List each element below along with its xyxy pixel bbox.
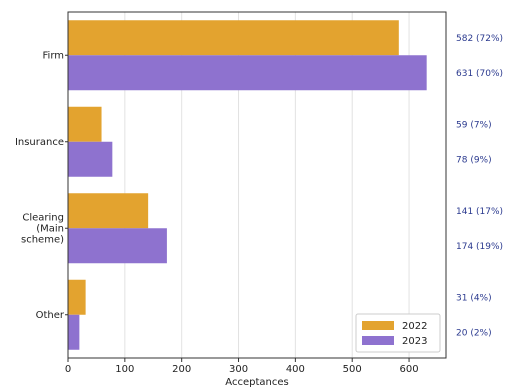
x-tick-label: 600	[400, 364, 419, 375]
bar-2023	[68, 141, 113, 177]
category-label: Clearing (Main scheme)	[21, 212, 64, 245]
bar-2022	[68, 106, 102, 142]
bar-value-label: 31 (4%)	[456, 293, 492, 303]
value-annotations: 582 (72%) 631 (70%) 59 (7%) 78 (9%) 141 (17%…	[456, 34, 503, 339]
legend-swatch	[362, 321, 394, 330]
x-axis-title: Acceptances	[225, 377, 288, 387]
bar-2022	[68, 193, 149, 229]
legend-label: 2022	[402, 321, 427, 332]
bars	[68, 20, 427, 350]
bar-value-label: 631 (70%)	[456, 69, 503, 79]
x-tick-label: 300	[229, 364, 248, 375]
bar-value-label: 59 (7%)	[456, 120, 492, 130]
bar-2022	[68, 279, 86, 315]
category-label: Firm	[43, 50, 64, 61]
category-label: Insurance	[15, 137, 64, 148]
bar-value-label: 20 (2%)	[456, 328, 492, 338]
y-axis: Firm Insurance Clearing (Main scheme) Other	[15, 50, 68, 321]
legend-label: 2023	[402, 336, 427, 347]
x-tick-label: 0	[65, 364, 71, 375]
bar-value-label: 78 (9%)	[456, 155, 492, 165]
plot-frame	[67, 11, 447, 359]
category-label: Other	[36, 310, 65, 321]
bar-2022	[68, 20, 399, 56]
x-tick-label: 400	[286, 364, 305, 375]
bar-2023	[68, 314, 80, 350]
bar-value-label: 582 (72%)	[456, 34, 503, 44]
bar-2023	[68, 55, 427, 91]
bar-value-label: 141 (17%)	[456, 207, 503, 217]
x-tick-label: 500	[343, 364, 362, 375]
legend: 2022 2023	[355, 313, 441, 353]
x-tick-label: 200	[172, 364, 191, 375]
x-tick-label: 100	[115, 364, 134, 375]
bar-2023	[68, 228, 167, 264]
bar-value-label: 174 (19%)	[456, 242, 503, 252]
x-axis: 0 100 200 300 400 500 600	[65, 358, 419, 375]
legend-swatch	[362, 336, 394, 345]
